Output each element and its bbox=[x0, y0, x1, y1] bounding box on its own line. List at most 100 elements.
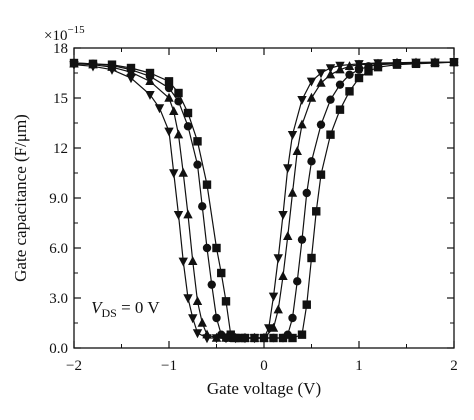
square-marker bbox=[183, 108, 193, 118]
vds-annotation: VDS = 0 V bbox=[91, 298, 160, 320]
triangle-down-marker bbox=[126, 74, 136, 84]
y-multiplier-exponent: −15 bbox=[67, 24, 85, 36]
circle-marker bbox=[202, 243, 212, 253]
triangle-down-marker bbox=[335, 61, 345, 71]
triangle-down-marker bbox=[183, 294, 193, 304]
x-tick-label: 0 bbox=[260, 358, 268, 374]
circle-marker bbox=[297, 235, 307, 244]
triangle-down-marker bbox=[268, 292, 279, 302]
triangle-down-marker bbox=[430, 58, 440, 68]
triangle-down-marker bbox=[202, 334, 212, 344]
triangle-down-marker bbox=[373, 59, 383, 69]
triangle-down-marker bbox=[297, 95, 307, 105]
triangle-up-marker bbox=[126, 66, 136, 76]
triangle-down-marker bbox=[316, 69, 326, 79]
triangle-down-marker bbox=[192, 329, 203, 339]
triangle-down-marker bbox=[306, 77, 317, 87]
circle-marker bbox=[207, 280, 216, 289]
annotation-rest: = 0 V bbox=[117, 298, 161, 317]
circle-marker bbox=[345, 70, 354, 79]
circle-marker bbox=[293, 277, 302, 286]
triangle-down-marker bbox=[154, 104, 165, 114]
y-tick-label: 3.0 bbox=[49, 291, 68, 307]
square-marker bbox=[164, 77, 174, 86]
triangle-down-marker bbox=[278, 210, 288, 220]
circle-marker bbox=[302, 188, 311, 198]
x-axis-label: Gate voltage (V) bbox=[207, 379, 321, 398]
triangle-up-marker bbox=[183, 209, 193, 219]
y-tick-label: 0.0 bbox=[49, 341, 68, 357]
triangle-up-marker bbox=[188, 256, 198, 266]
triangle-up-marker bbox=[145, 76, 155, 86]
triangle-down-marker bbox=[230, 334, 241, 344]
y-axis-multiplier: ×10−15 bbox=[44, 24, 85, 44]
square-marker bbox=[288, 333, 297, 343]
y-tick-label: 12 bbox=[53, 141, 68, 157]
triangle-down-marker bbox=[173, 210, 184, 220]
square-marker bbox=[202, 180, 212, 189]
square-marker bbox=[174, 88, 183, 98]
annotation-var: V bbox=[91, 298, 104, 317]
circle-marker bbox=[193, 160, 202, 169]
square-marker bbox=[354, 73, 364, 83]
triangle-down-marker bbox=[221, 334, 231, 344]
triangle-down-marker bbox=[188, 314, 198, 324]
axis-ticks bbox=[73, 47, 455, 349]
triangle-down-marker bbox=[264, 324, 274, 334]
triangle-down-marker bbox=[392, 58, 402, 68]
triangle-down-marker bbox=[240, 334, 250, 344]
circle-marker bbox=[335, 80, 345, 89]
triangle-up-marker bbox=[278, 271, 288, 281]
triangle-down-marker bbox=[169, 169, 179, 179]
x-tick-label: −1 bbox=[161, 358, 177, 374]
triangle-down-marker bbox=[107, 65, 117, 75]
triangle-down-marker bbox=[178, 257, 188, 267]
series-line-triangle-up bbox=[73, 61, 455, 339]
circle-marker bbox=[174, 97, 183, 106]
triangle-down-marker bbox=[88, 62, 98, 72]
square-marker bbox=[307, 253, 316, 263]
triangle-down-marker bbox=[259, 334, 269, 344]
series-line-triangle-down bbox=[73, 61, 454, 339]
annotation-sub: DS bbox=[101, 306, 116, 320]
triangle-up-marker bbox=[306, 92, 317, 102]
triangle-up-marker bbox=[173, 129, 184, 139]
square-marker bbox=[326, 130, 335, 139]
triangle-down-marker bbox=[287, 130, 298, 140]
series-triangle-down bbox=[69, 58, 459, 344]
series-line-square bbox=[73, 61, 455, 339]
triangle-down-marker bbox=[273, 254, 283, 264]
triangle-up-marker bbox=[178, 167, 188, 177]
square-marker bbox=[364, 67, 373, 76]
series-line-circle bbox=[73, 61, 455, 339]
square-marker bbox=[221, 297, 231, 306]
plot-frame bbox=[73, 47, 455, 349]
triangle-up-marker bbox=[283, 231, 293, 241]
triangle-down-marker bbox=[354, 60, 364, 70]
triangle-up-marker bbox=[344, 61, 355, 71]
circle-marker bbox=[288, 313, 297, 323]
triangle-up-marker bbox=[197, 317, 207, 327]
x-tick-label: −2 bbox=[66, 358, 82, 374]
circle-marker bbox=[326, 95, 335, 104]
square-marker bbox=[345, 87, 354, 96]
triangle-down-marker bbox=[249, 334, 260, 344]
square-marker bbox=[212, 243, 221, 253]
circle-marker bbox=[198, 202, 207, 211]
y-tick-label: 15 bbox=[53, 91, 68, 107]
triangle-up-marker bbox=[273, 304, 283, 314]
triangle-up-marker bbox=[292, 146, 302, 156]
x-tick-label: 2 bbox=[450, 358, 458, 374]
triangle-down-marker bbox=[283, 164, 293, 174]
square-marker bbox=[193, 137, 202, 146]
square-marker bbox=[316, 170, 326, 179]
triangle-up-marker bbox=[192, 296, 203, 306]
y-tick-label: 9.0 bbox=[49, 191, 68, 207]
triangle-up-marker bbox=[164, 92, 174, 102]
circle-marker bbox=[316, 120, 326, 129]
square-marker bbox=[302, 300, 311, 309]
y-tick-label: 6.0 bbox=[49, 241, 68, 257]
circle-marker bbox=[164, 83, 174, 93]
